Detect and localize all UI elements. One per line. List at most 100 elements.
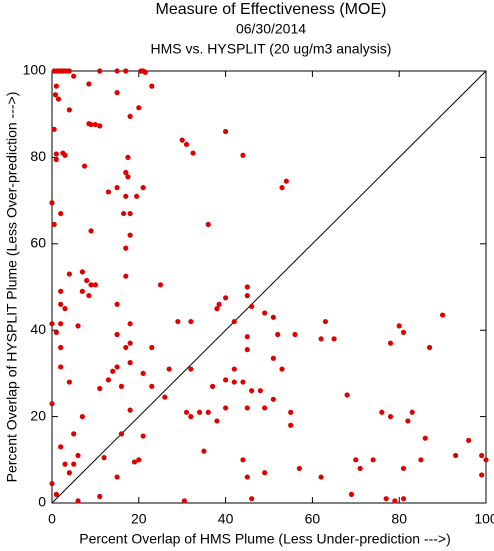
point [288, 409, 294, 415]
point [118, 383, 125, 389]
point [58, 364, 64, 370]
point [86, 81, 92, 87]
point [440, 312, 446, 318]
chart-subtitle: 06/30/2014 [236, 21, 306, 37]
point [244, 284, 250, 290]
point [231, 318, 237, 325]
point [270, 314, 276, 320]
point [114, 331, 120, 338]
point [114, 68, 120, 74]
point [58, 344, 64, 351]
point [190, 150, 196, 156]
point [331, 336, 337, 342]
point [114, 301, 120, 307]
point [142, 69, 148, 75]
point [49, 480, 55, 487]
point [418, 457, 424, 463]
point [114, 185, 120, 191]
point [283, 178, 289, 184]
point [223, 295, 229, 301]
point [392, 498, 398, 504]
point [53, 151, 59, 157]
point [353, 457, 359, 463]
point [240, 457, 246, 463]
point [483, 457, 489, 463]
x-tick-label: 0 [48, 511, 56, 527]
point [223, 405, 229, 411]
point [81, 163, 88, 169]
point [188, 414, 194, 420]
point [131, 459, 138, 465]
point [101, 455, 107, 461]
point [387, 414, 394, 420]
point [49, 321, 55, 327]
point [58, 288, 64, 294]
x-tick-label: 100 [474, 511, 494, 527]
y-axis-label: Percent Overlap of HYSPLIT Plume (Less O… [4, 92, 20, 483]
point [114, 474, 120, 480]
point [400, 465, 407, 472]
point [201, 448, 207, 454]
point [79, 288, 85, 294]
point [97, 385, 103, 392]
point [75, 452, 81, 459]
x-tick-label: 60 [305, 511, 321, 527]
x-tick-label: 80 [391, 511, 407, 527]
point [97, 123, 103, 129]
point [249, 303, 255, 310]
point [244, 293, 250, 299]
y-tick-label: 80 [30, 148, 46, 164]
point [157, 282, 164, 288]
point [127, 360, 133, 366]
point [223, 377, 229, 383]
y-tick-label: 60 [30, 235, 46, 251]
point [79, 414, 85, 420]
point [62, 461, 68, 467]
point [214, 306, 220, 312]
point [123, 68, 129, 74]
point [75, 323, 81, 329]
point [296, 465, 302, 472]
point [97, 493, 103, 500]
point [75, 498, 81, 504]
point [244, 334, 250, 340]
point [183, 141, 190, 148]
point [123, 169, 129, 176]
point [479, 472, 485, 478]
point [58, 321, 64, 327]
point [240, 152, 246, 158]
point [125, 154, 131, 160]
point [134, 193, 140, 199]
point [209, 383, 216, 389]
point [453, 452, 459, 459]
point [318, 474, 324, 480]
point [88, 282, 94, 288]
point [426, 344, 433, 351]
point [127, 340, 133, 346]
point [188, 318, 194, 325]
point [62, 306, 68, 312]
point [58, 444, 64, 450]
point [88, 121, 94, 128]
point [71, 461, 77, 467]
point [322, 318, 329, 325]
point [110, 368, 116, 374]
point [244, 405, 250, 411]
point [127, 210, 133, 217]
point [288, 422, 294, 428]
point [244, 347, 250, 353]
y-tick-label: 40 [30, 321, 46, 337]
point [105, 377, 112, 383]
point [270, 396, 276, 402]
point [149, 344, 155, 351]
point [49, 200, 55, 206]
point [279, 185, 285, 191]
point [240, 379, 246, 385]
point [84, 277, 90, 284]
point [249, 496, 255, 502]
point [53, 156, 59, 163]
point [357, 465, 363, 472]
point [127, 232, 133, 238]
point [344, 392, 350, 398]
